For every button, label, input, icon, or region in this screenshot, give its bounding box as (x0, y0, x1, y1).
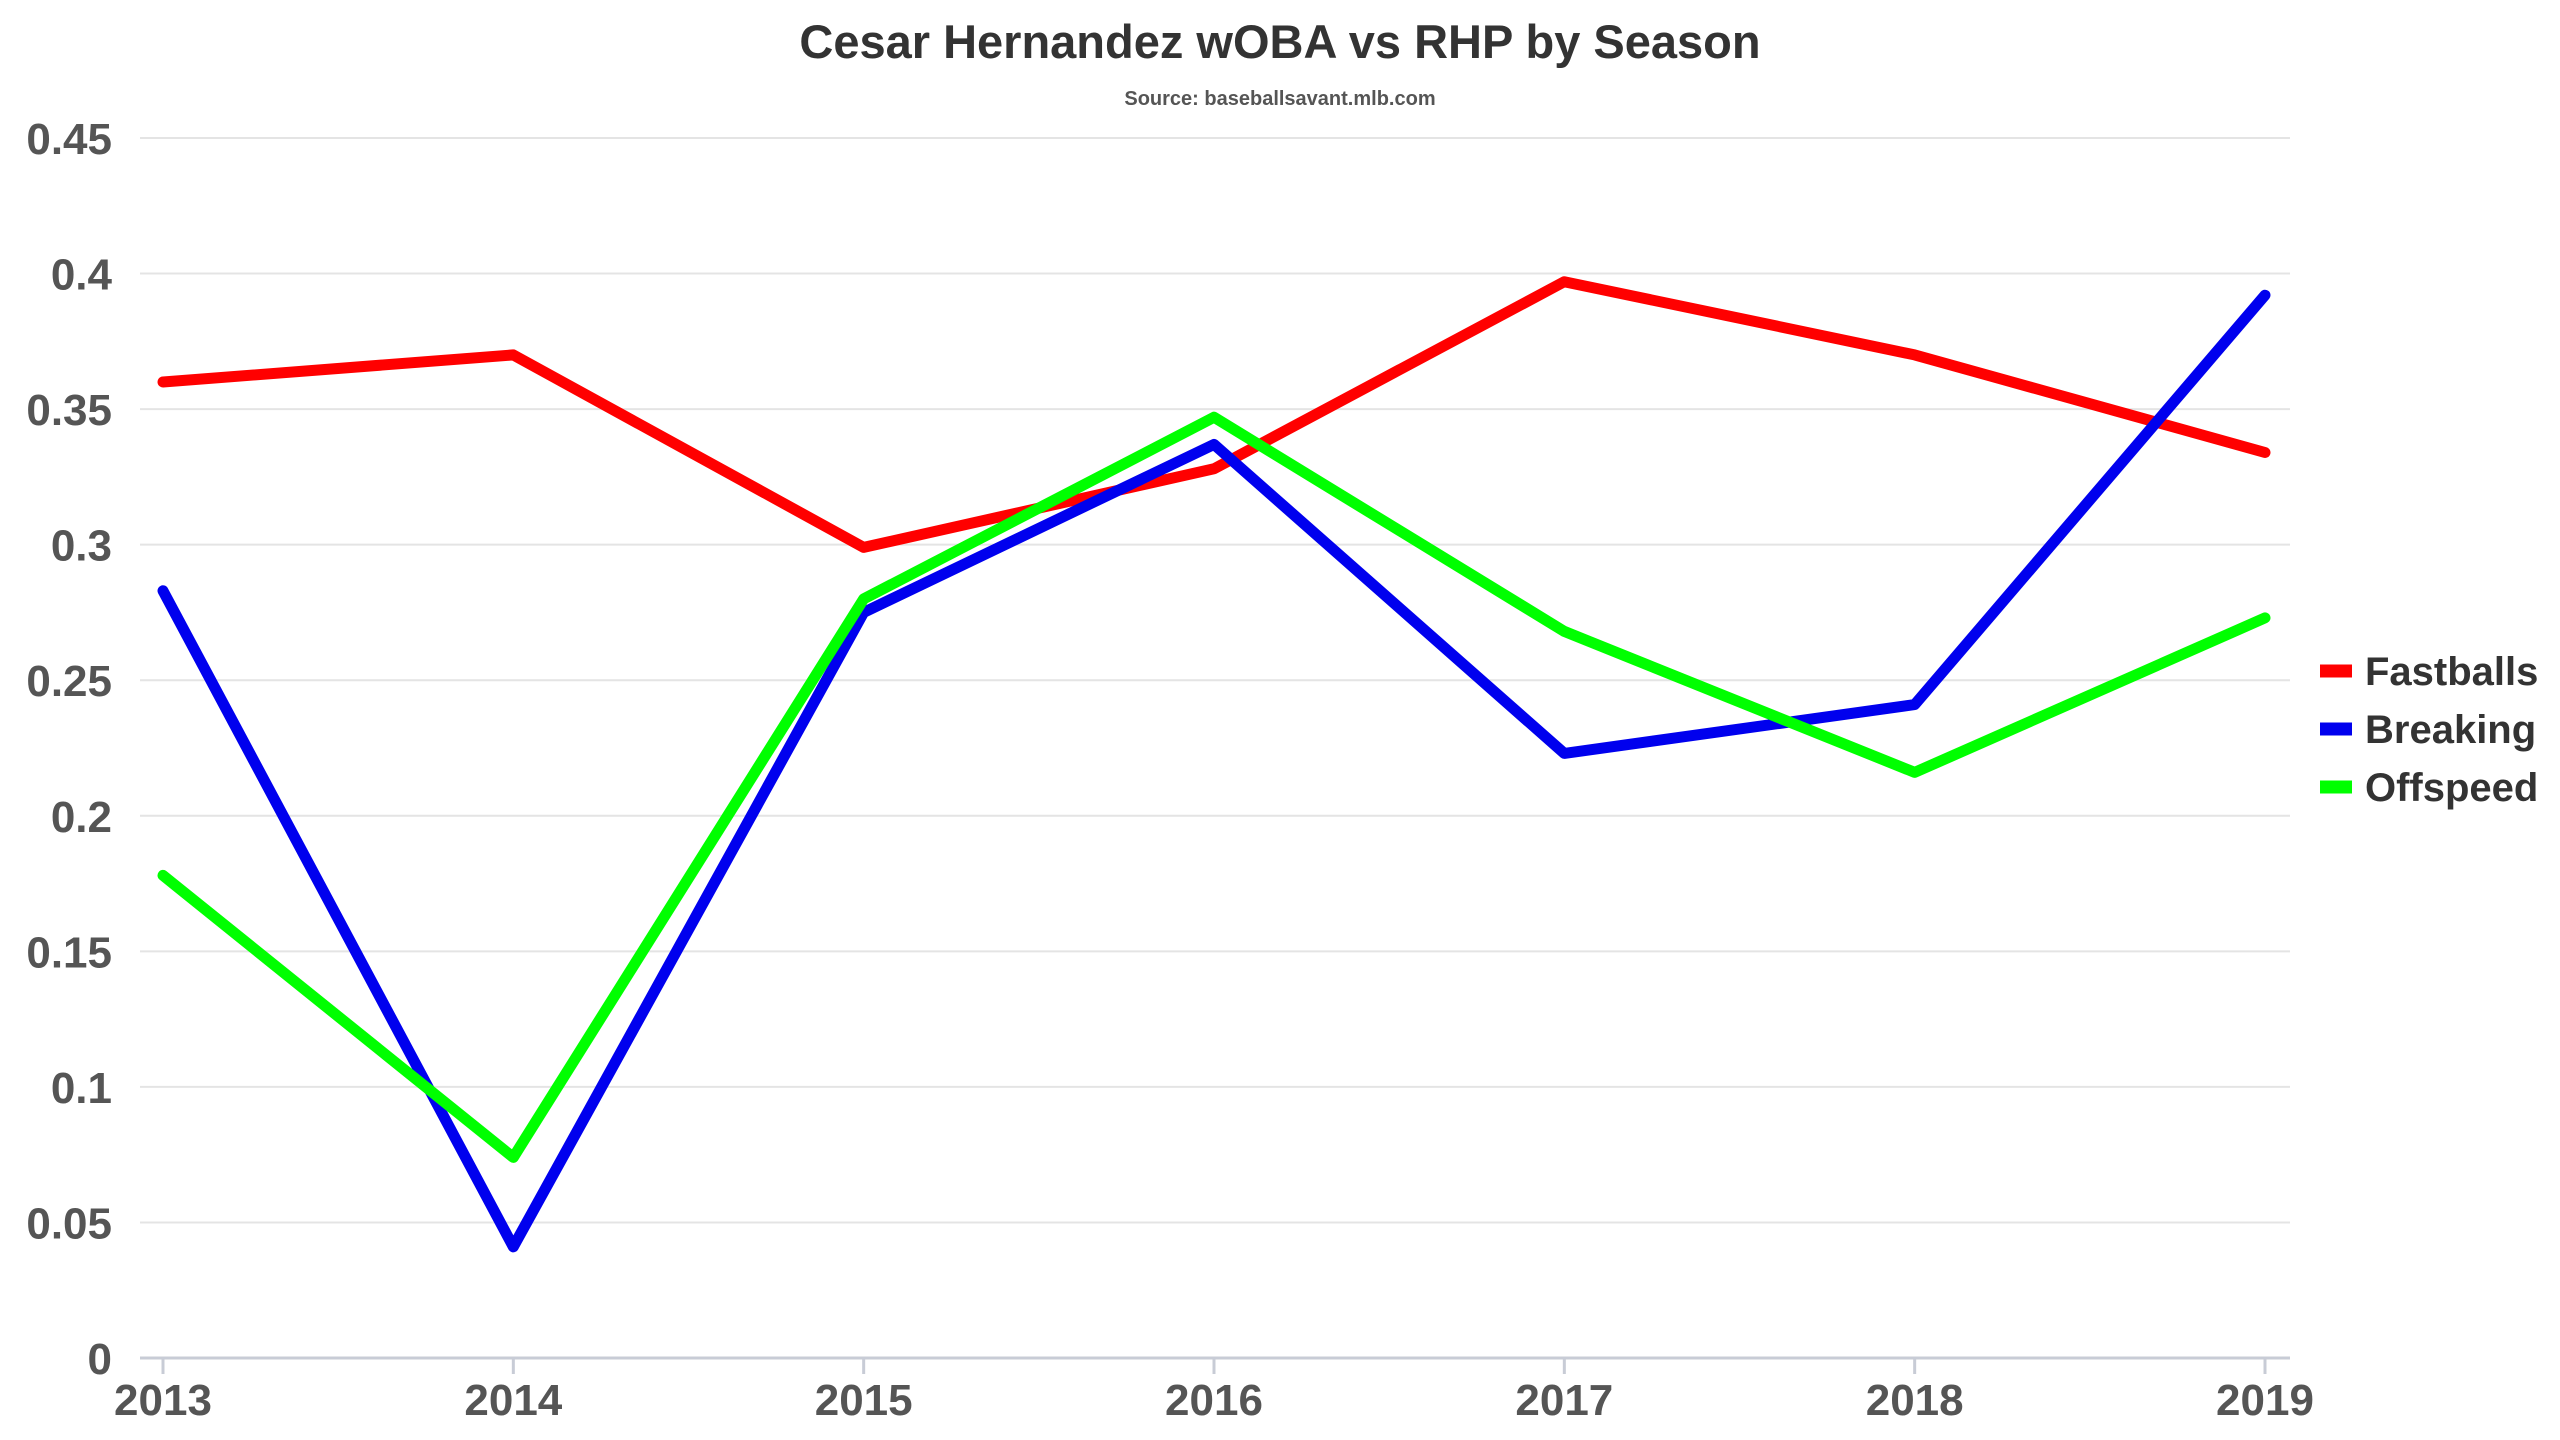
y-axis-ticks: 0 0.05 0.1 0.15 0.2 0.25 0.3 0.35 0.4 0.45 (26, 115, 112, 1384)
x-tick-label: 2015 (815, 1376, 913, 1425)
x-tick-label: 2017 (1515, 1376, 1613, 1425)
y-tick-label: 0.15 (26, 928, 112, 977)
x-tick-label: 2016 (1165, 1376, 1263, 1425)
y-tick-label: 0 (88, 1335, 112, 1384)
x-axis-ticks: 2013 2014 2015 2016 2017 2018 2019 (114, 1358, 2314, 1425)
x-tick-label: 2013 (114, 1376, 212, 1425)
legend-label-breaking: Breaking (2365, 708, 2536, 752)
series-line-breaking (157, 289, 2271, 1253)
y-tick-label: 0.35 (26, 386, 112, 435)
y-tick-label: 0.2 (51, 793, 112, 842)
series-line-offspeed (157, 411, 2271, 1163)
gridlines (140, 137, 2290, 1360)
y-tick-label: 0.4 (51, 251, 113, 300)
series-line-fastballs (157, 276, 2271, 553)
legend-label-offspeed: Offspeed (2365, 766, 2538, 810)
y-tick-label: 0.45 (26, 115, 112, 164)
y-tick-label: 0.05 (26, 1199, 112, 1248)
x-tick-label: 2018 (1866, 1376, 1964, 1425)
y-tick-label: 0.25 (26, 657, 112, 706)
legend: Fastballs Breaking Offspeed (2320, 650, 2538, 810)
chart-subtitle: Source: baseballsavant.mlb.com (1124, 88, 1435, 110)
x-tick-label: 2014 (464, 1376, 562, 1425)
legend-label-fastballs: Fastballs (2365, 650, 2538, 694)
y-tick-label: 0.3 (51, 522, 112, 571)
series-lines (157, 276, 2271, 1253)
y-tick-label: 0.1 (51, 1064, 112, 1113)
x-tick-label: 2019 (2216, 1376, 2314, 1425)
chart-title: Cesar Hernandez wOBA vs RHP by Season (799, 15, 1760, 68)
